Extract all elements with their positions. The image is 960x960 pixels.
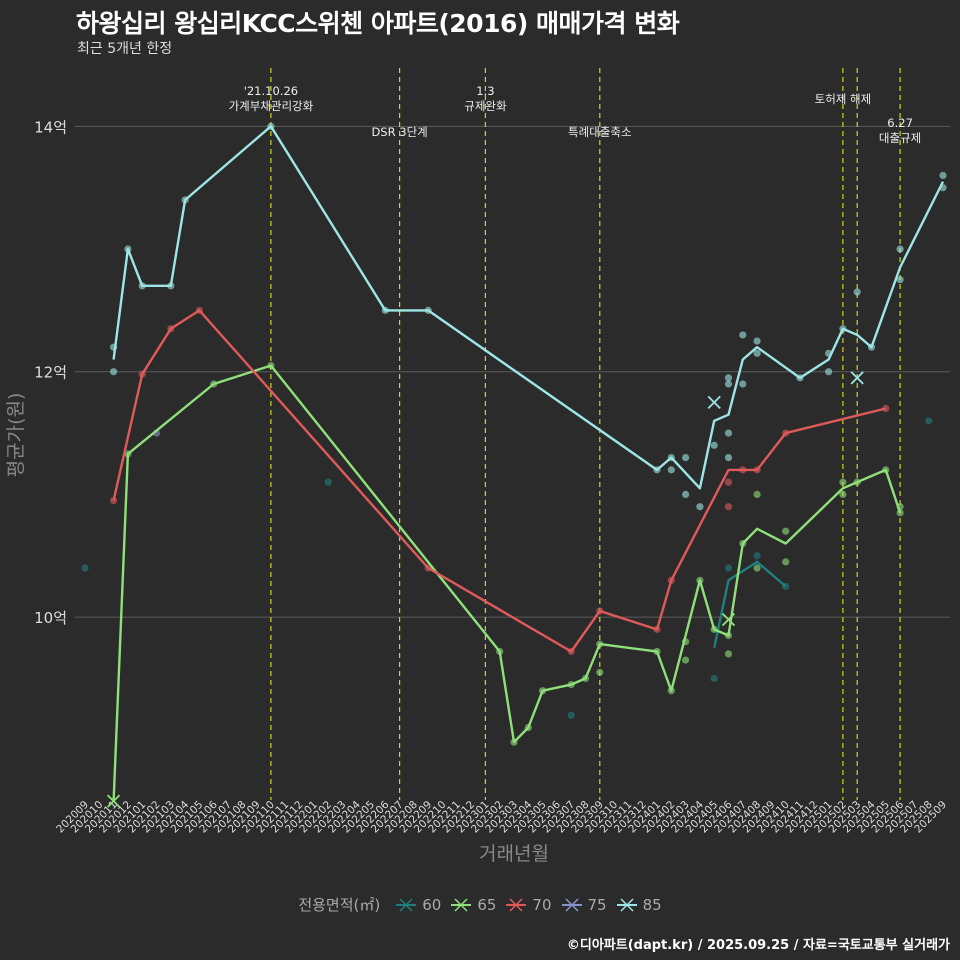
data-point-85: [682, 454, 690, 462]
y-tick-label: 10억: [34, 609, 67, 627]
data-point-70: [724, 503, 733, 511]
legend-key-75: [561, 897, 582, 912]
data-point-65: [724, 650, 733, 658]
x-axis-title: 거래년월: [479, 843, 549, 865]
chart-title: 하왕십리 왕십리KCC스위첸 아파트(2016) 매매가격 변화: [76, 9, 680, 38]
data-point-85: [753, 349, 761, 357]
legend-key-65: [451, 897, 472, 912]
legend-label-65: 65: [477, 895, 497, 914]
data-point-85: [682, 490, 690, 499]
legend-item-75: 75: [560, 896, 607, 914]
cross-mark-65: [721, 612, 736, 627]
event-label: 6.27: [887, 116, 913, 130]
series-line-85: [112, 125, 945, 490]
cross-mark-85: [707, 395, 721, 410]
data-point-70: [724, 478, 733, 486]
event-label: 규제완화: [464, 99, 507, 113]
data-point-65: [596, 668, 604, 676]
series-line-60: [713, 560, 787, 649]
event-label: 토허제 해제: [815, 92, 872, 106]
event-label: 특례대출축소: [568, 125, 631, 139]
data-point-60: [925, 417, 933, 425]
y-axis-title: 평균가(원): [5, 393, 27, 478]
data-point-65: [753, 490, 761, 499]
legend: 전용면적(㎡) 60 65 70 75 85: [0, 894, 960, 915]
legend-item-70: 70: [504, 895, 552, 914]
data-point-85: [825, 368, 833, 376]
source-caption: ©디아파트(dapt.kr) / 2025.09.25 / 자료=국토교통부 실…: [566, 938, 950, 953]
event-label: 가계부채관리강화: [229, 99, 314, 113]
data-point-60: [567, 711, 575, 719]
legend-item-60: 60: [394, 896, 441, 914]
y-tick-label: 14억: [34, 118, 67, 136]
data-point-85: [110, 368, 118, 376]
legend-key-85: [616, 897, 637, 912]
data-point-60: [710, 674, 718, 683]
legend-key-70: [506, 897, 527, 912]
series-line-70: [112, 309, 887, 653]
data-point-85: [853, 288, 861, 296]
data-point-85: [939, 171, 947, 180]
series-line-65: [112, 364, 902, 802]
data-point-85: [739, 331, 747, 339]
data-point-65: [753, 564, 761, 572]
data-point-65: [839, 490, 847, 499]
legend-title: 전용면적(㎡): [298, 896, 381, 914]
data-point-60: [81, 564, 89, 572]
data-point-60: [753, 552, 761, 560]
data-point-85: [739, 380, 747, 388]
legend-label-75: 75: [587, 895, 607, 914]
legend-label-70: 70: [532, 895, 552, 914]
legend-label-60: 60: [422, 895, 442, 914]
data-point-85: [724, 380, 733, 388]
data-point-65: [839, 478, 847, 486]
data-point-85: [896, 245, 904, 253]
data-point-85: [724, 454, 733, 462]
data-point-70: [110, 496, 118, 505]
data-point-85: [896, 276, 904, 284]
data-point-60: [724, 564, 733, 572]
legend-item-85: 85: [615, 896, 662, 914]
cross-mark-65: [106, 794, 121, 808]
data-point-85: [753, 337, 761, 345]
y-tick-label: 12억: [34, 364, 67, 382]
cross-mark-85: [850, 371, 864, 385]
event-label: 대출규제: [879, 131, 921, 145]
event-label: '21.10.26: [244, 84, 298, 98]
legend-key-60: [396, 897, 417, 912]
chart-subtitle: 최근 5개년 한정: [77, 41, 173, 57]
legend-label-85: 85: [642, 895, 662, 914]
data-point-65: [782, 527, 790, 535]
data-point-85: [724, 374, 733, 382]
data-point-65: [682, 656, 690, 664]
data-point-85: [667, 466, 675, 474]
data-point-65: [782, 558, 790, 566]
legend-item-65: 65: [449, 896, 496, 914]
data-point-85: [724, 429, 733, 437]
event-label: DSR 3단계: [371, 125, 427, 139]
data-point-85: [710, 441, 718, 449]
data-point-60: [324, 478, 332, 486]
data-point-85: [696, 503, 704, 511]
event-label: 1.3: [476, 84, 494, 98]
